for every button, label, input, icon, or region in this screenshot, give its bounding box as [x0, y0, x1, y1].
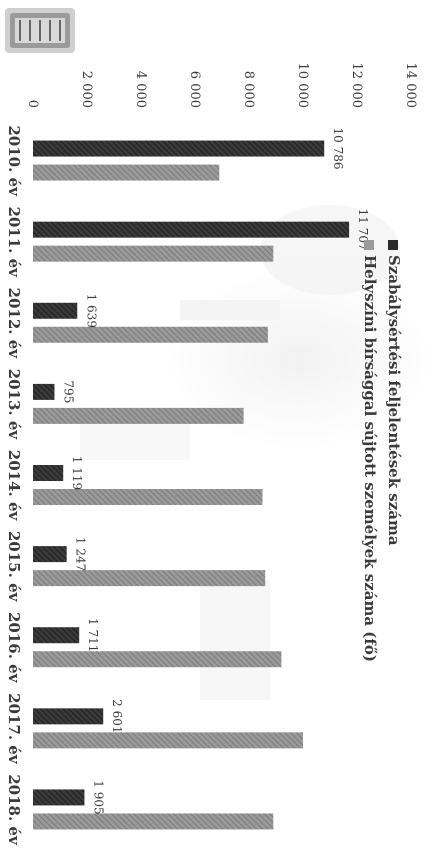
bar-feljelentesek — [33, 465, 64, 481]
x-category-layer: 2010. év 2011. év 2012. év 2013. év 2014. év… — [5, 125, 23, 846]
bar-helyszini-birsag — [33, 489, 263, 505]
data-label: 10 786 — [331, 128, 345, 170]
bar-helyszini-birsag — [33, 164, 220, 181]
data-label: 2 601 — [110, 699, 124, 733]
legend: Szabálysértési feljelentések száma Helysz… — [361, 240, 403, 662]
bar-feljelentesek — [32, 627, 80, 644]
data-label: 1 711 — [86, 618, 100, 652]
y-tick-label: 8 000 — [241, 71, 256, 108]
bar-feljelentesek — [33, 140, 325, 157]
data-label: 1 639 — [84, 294, 98, 328]
legend-swatch-feljelentesek — [388, 240, 398, 250]
logo-emblem — [5, 8, 75, 53]
data-label: 1 119 — [70, 456, 84, 490]
bars-layer — [32, 140, 350, 830]
bar-helyszini-birsag — [33, 651, 282, 668]
bar-feljelentesek — [32, 302, 78, 319]
bar-helyszini-birsag — [33, 245, 274, 262]
bar-feljelentesek — [32, 383, 55, 400]
y-tick-label: 6 000 — [187, 71, 202, 108]
x-category-label: 2010. év — [5, 125, 23, 197]
y-tick-label: 2 000 — [79, 71, 94, 108]
bar-feljelentesek — [33, 546, 67, 563]
bar-feljelentesek — [33, 221, 350, 238]
x-category-label: 2015. év — [5, 531, 23, 603]
y-tick-layer: 0 2 000 4 000 6 000 8 000 10 000 12 000 14 000 — [25, 63, 418, 109]
x-category-label: 2014. év — [5, 450, 23, 522]
x-category-label: 2012. év — [5, 288, 23, 360]
bar-helyszini-birsag — [33, 326, 268, 343]
bar-helyszini-birsag — [33, 570, 266, 587]
y-tick-label: 14 000 — [403, 63, 418, 109]
y-tick-label: 10 000 — [295, 63, 310, 109]
y-tick-label: 4 000 — [133, 71, 148, 108]
bar-helyszini-birsag — [33, 407, 244, 424]
y-tick-label: 0 — [25, 100, 40, 108]
bar-feljelentesek — [32, 789, 85, 806]
y-tick-label: 12 000 — [349, 63, 364, 109]
legend-label-helyszini-birsag: Helyszíni bírsággal sújtott személyek sz… — [361, 255, 379, 662]
legend-swatch-helyszini-birsag — [364, 240, 374, 250]
data-label: 1 247 — [74, 537, 88, 571]
data-label: 1 905 — [91, 780, 105, 814]
bar-helyszini-birsag — [33, 813, 274, 830]
data-label: 795 — [61, 380, 75, 403]
x-category-label: 2013. év — [5, 369, 23, 441]
legend-label-feljelentesek: Szabálysértési feljelentések száma — [385, 255, 403, 546]
x-category-label: 2011. év — [5, 206, 23, 278]
bar-feljelentesek — [32, 708, 104, 725]
x-category-label: 2016. év — [5, 612, 23, 684]
bar-helyszini-birsag — [33, 732, 303, 749]
x-category-label: 2018. év — [5, 774, 23, 846]
x-category-label: 2017. év — [5, 693, 23, 765]
